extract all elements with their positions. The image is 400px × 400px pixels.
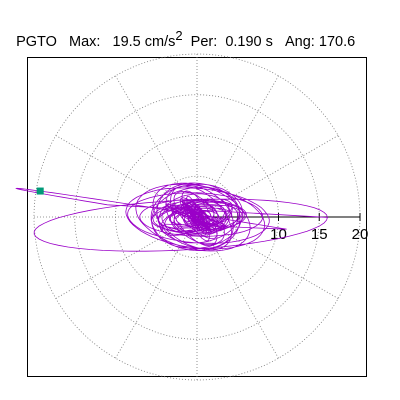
grid-spoke-120: [115, 75, 198, 218]
radial-axis: 10 15 20: [197, 213, 368, 243]
max-value: 19.5: [112, 34, 141, 50]
max-unit: cm/s: [144, 34, 176, 50]
plot-header: PGTO Max: 19.5 cm/s2 Per: 0.190 s Ang: 1…: [8, 18, 355, 50]
grid-spoke-240: [115, 216, 198, 359]
station-code: PGTO: [16, 34, 57, 50]
period-label: Per:: [190, 34, 218, 50]
max-label: Max:: [68, 34, 101, 50]
radial-tick-label-15: 15: [311, 226, 328, 243]
radial-tick-label-20: 20: [352, 226, 369, 243]
max-unit-exponent: 2: [175, 28, 183, 43]
grid-spoke-30: [196, 135, 339, 218]
max-marker-layer: [36, 187, 44, 195]
period-value: 0.190 s: [225, 34, 273, 50]
max-point-marker: [36, 187, 44, 195]
angle-label: Ang:: [285, 34, 315, 50]
orbit-trace: [15, 182, 328, 252]
angle-value: 170.6: [318, 34, 356, 50]
orbit-path: [15, 182, 328, 252]
radial-tick-label-10: 10: [270, 226, 287, 243]
